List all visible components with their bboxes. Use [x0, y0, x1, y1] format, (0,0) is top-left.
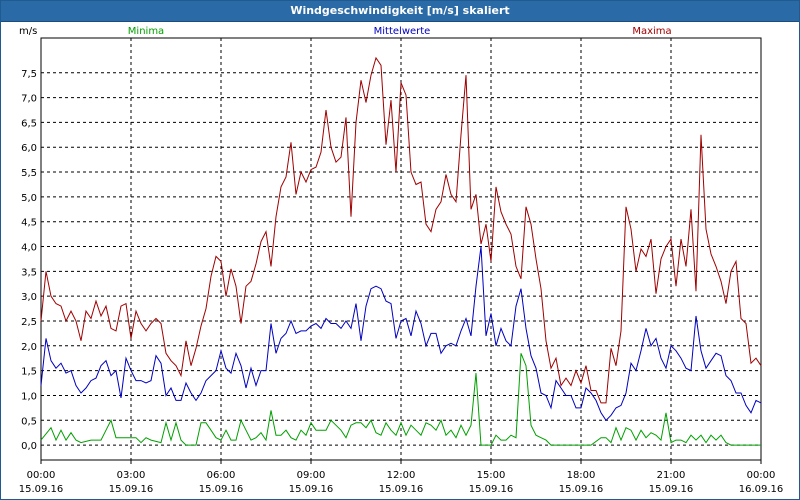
- x-tick-time: 03:00: [117, 470, 146, 481]
- y-tick-label: 0,5: [21, 416, 37, 427]
- y-tick-label: 0,0: [21, 441, 37, 452]
- x-tick-time: 21:00: [657, 470, 686, 481]
- x-tick-date: 15.09.16: [559, 484, 604, 495]
- y-tick-label: 4,5: [21, 218, 37, 229]
- x-tick-time: 15:00: [477, 470, 506, 481]
- y-tick-label: 2,5: [21, 317, 37, 328]
- x-tick-time: 06:00: [207, 470, 236, 481]
- y-axis-label: m/s: [19, 26, 37, 37]
- y-tick-label: 1,5: [21, 367, 37, 378]
- x-tick-date: 16.09.16: [739, 484, 784, 495]
- y-tick-label: 7,0: [21, 94, 37, 105]
- x-tick-date: 15.09.16: [19, 484, 64, 495]
- series-line-mittelwerte: [40, 246, 762, 422]
- wind-speed-chart: 0,0 0,5 1,0 1,5 2,0 2,5 3,0 3,5 4,0 4,5 5,0 5,5 6,0 6…: [19, 26, 784, 495]
- x-tick-date: 15.09.16: [649, 484, 694, 495]
- y-tick-label: 1,0: [21, 391, 37, 402]
- y-tick-label: 5,5: [21, 168, 37, 179]
- x-tick-time: 00:00: [27, 470, 56, 481]
- x-tick-time: 00:00: [747, 470, 776, 481]
- x-tick-time: 12:00: [387, 470, 416, 481]
- x-tick-date: 15.09.16: [379, 484, 424, 495]
- y-tick-label: 4,0: [21, 243, 37, 254]
- x-tick-time: 09:00: [297, 470, 326, 481]
- legend-minima: Minima: [128, 26, 164, 37]
- y-tick-label: 6,5: [21, 118, 37, 129]
- plot-border: [40, 37, 762, 461]
- series-line-maxima: [40, 56, 762, 404]
- x-tick-time: 18:00: [567, 470, 596, 481]
- x-tick-date: 15.09.16: [199, 484, 244, 495]
- x-tick-date: 15.09.16: [289, 484, 334, 495]
- y-tick-label: 3,5: [21, 267, 37, 278]
- title-bar: Windgeschwindigkeit [m/s] skaliert: [1, 1, 799, 22]
- legend-mittelwerte: Mittelwerte: [374, 26, 431, 37]
- y-tick-label: 6,0: [21, 143, 37, 154]
- y-tick-label: 2,0: [21, 342, 37, 353]
- y-tick-label: 7,5: [21, 69, 37, 80]
- x-tick-date: 15.09.16: [469, 484, 514, 495]
- y-tick-label: 5,0: [21, 193, 37, 204]
- series-line-minima: [40, 353, 761, 446]
- y-tick-label: 3,0: [21, 292, 37, 303]
- legend-maxima: Maxima: [632, 26, 671, 37]
- window-title: Windgeschwindigkeit [m/s] skaliert: [290, 4, 510, 17]
- x-tick-date: 15.09.16: [109, 484, 154, 495]
